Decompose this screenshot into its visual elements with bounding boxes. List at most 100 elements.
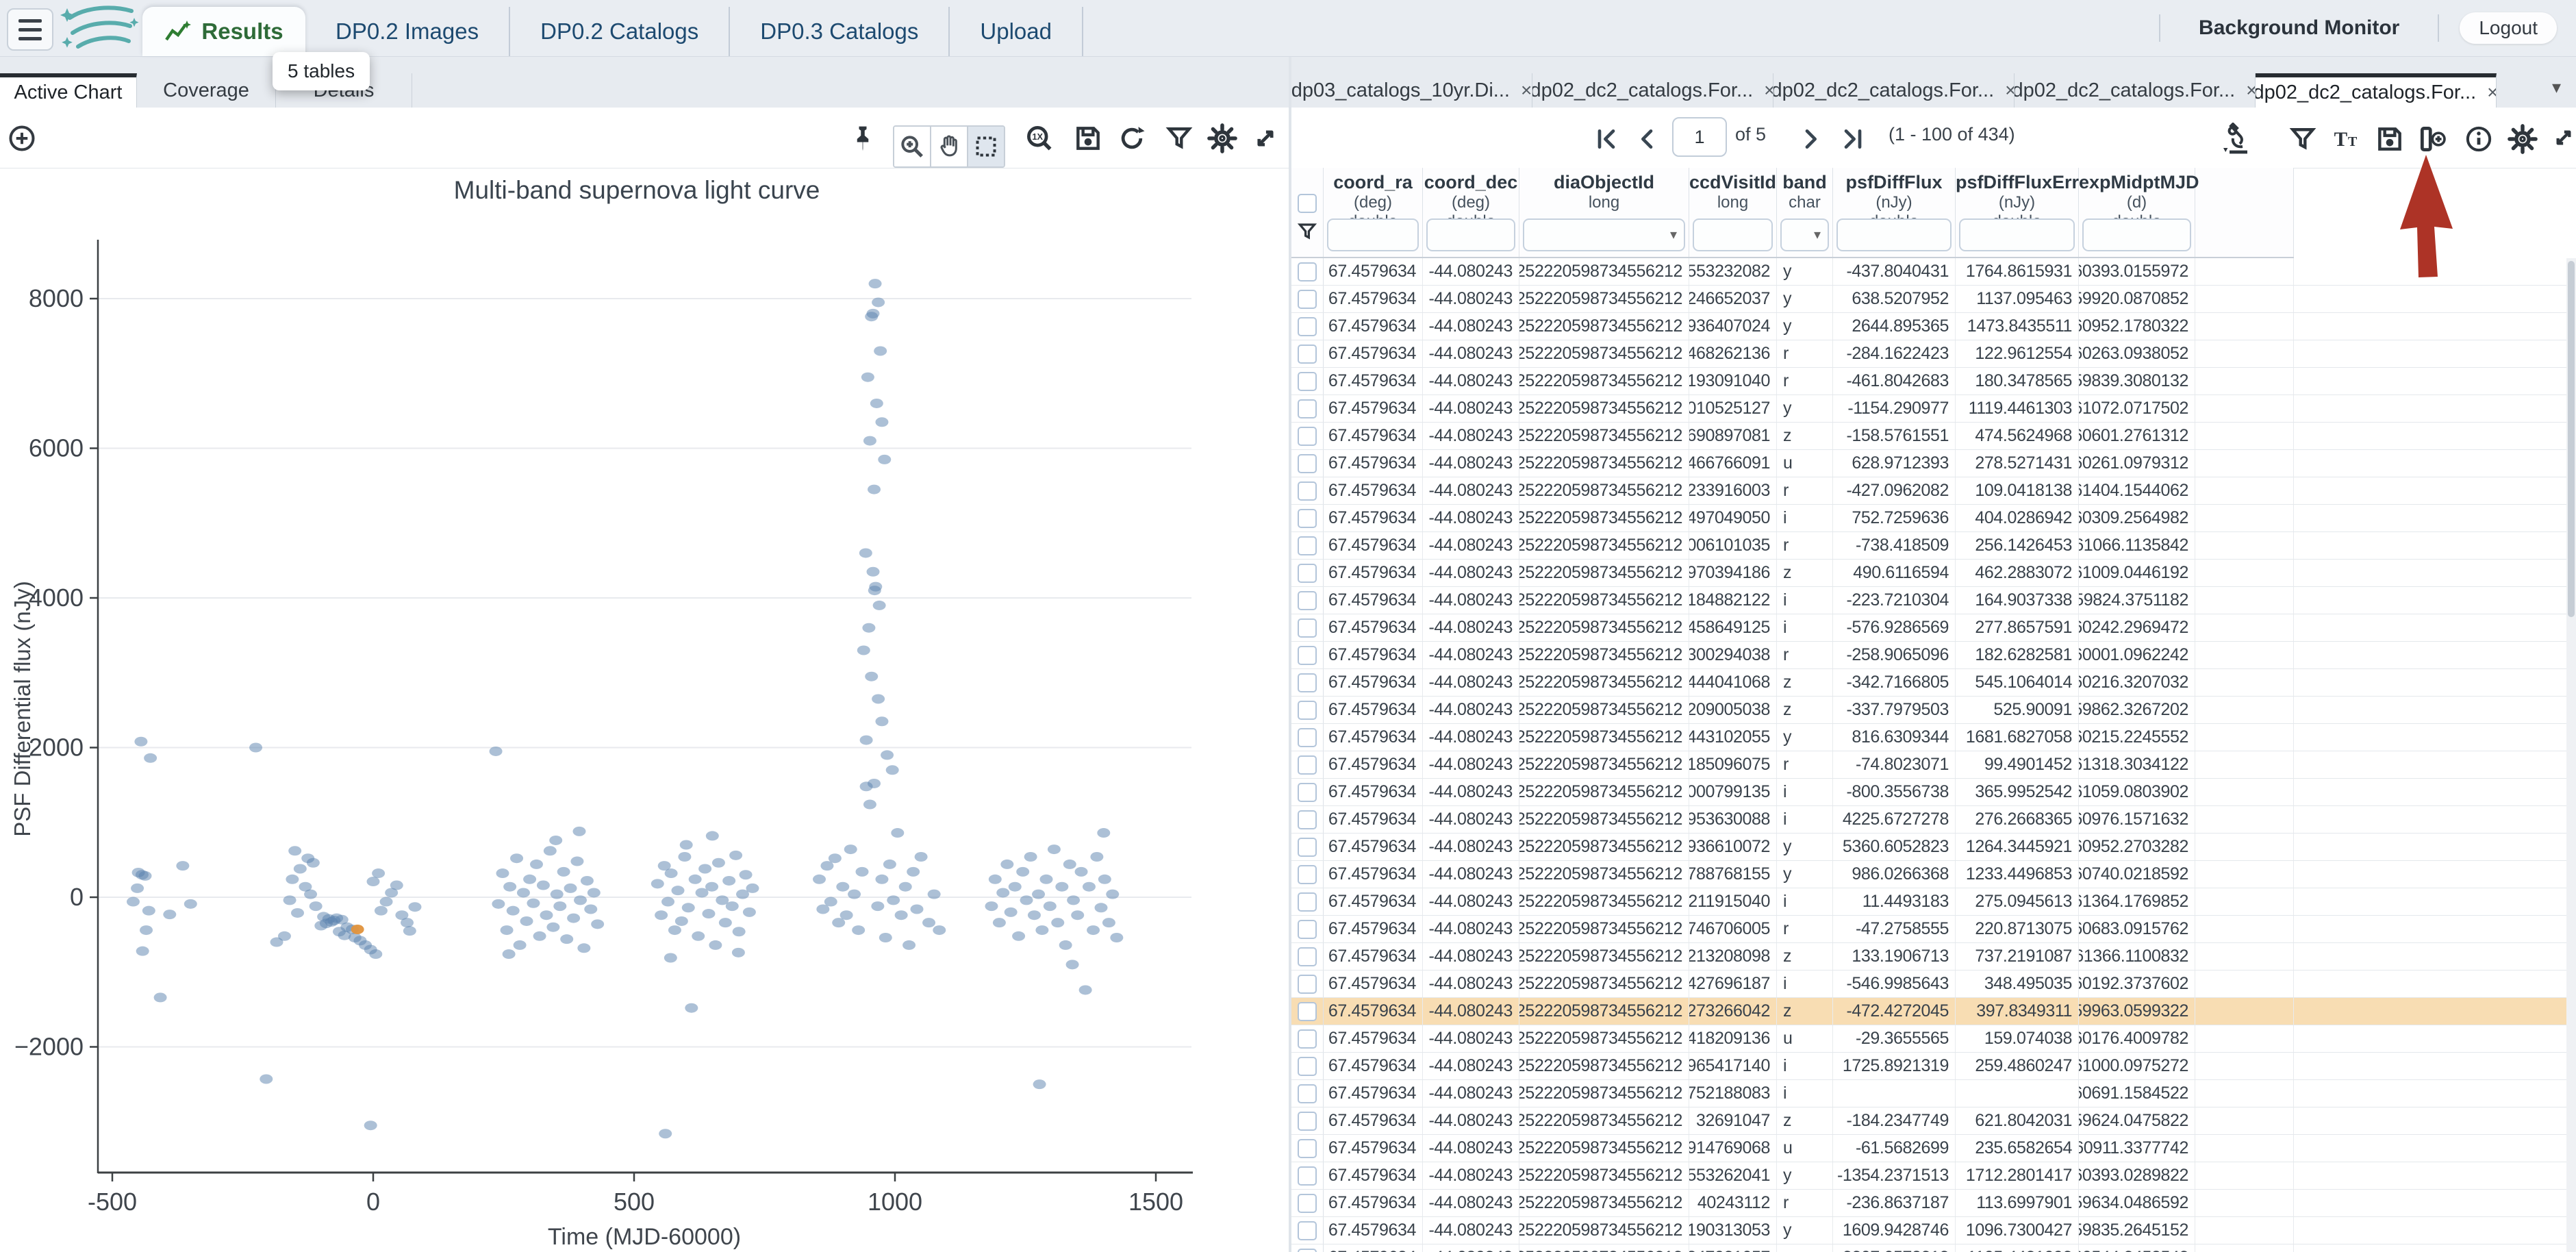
row-checkbox[interactable]: [1298, 481, 1317, 501]
table-scrollbar-thumb[interactable]: [2568, 261, 2575, 617]
data-point[interactable]: [1020, 895, 1033, 905]
table-row[interactable]: 67.4579634-44.08024312522205987345562129…: [1291, 834, 2566, 861]
data-point[interactable]: [372, 868, 385, 878]
data-point[interactable]: [675, 916, 688, 926]
data-point[interactable]: [1094, 903, 1107, 912]
expand-chart-icon[interactable]: [1250, 123, 1280, 153]
data-point[interactable]: [1071, 910, 1084, 920]
data-point[interactable]: [260, 1074, 273, 1084]
table-row[interactable]: 67.4579634-44.08024312522205987345562121…: [1291, 587, 2566, 614]
table-row[interactable]: 67.4579634-44.08024312522205987345562129…: [1291, 806, 2566, 834]
data-point[interactable]: [743, 907, 756, 917]
row-checkbox[interactable]: [1298, 1166, 1317, 1186]
row-checkbox[interactable]: [1298, 1249, 1317, 1252]
data-point[interactable]: [1000, 860, 1013, 869]
data-point[interactable]: [899, 882, 912, 892]
row-checkbox[interactable]: [1298, 755, 1317, 775]
row-checkbox[interactable]: [1298, 838, 1317, 857]
data-point[interactable]: [680, 840, 693, 850]
data-products-microscope-icon[interactable]: [2223, 123, 2258, 155]
row-checkbox[interactable]: [1298, 947, 1317, 966]
data-point[interactable]: [874, 346, 887, 355]
data-point[interactable]: [661, 897, 674, 907]
table-row[interactable]: 67.4579634-44.08024312522205987345562124…: [1291, 340, 2566, 368]
table-row[interactable]: 67.4579634-44.08024312522205987345562129…: [1291, 1053, 2566, 1080]
table-tab-4[interactable]: dp02_dc2_catalogs.For...×: [2015, 73, 2256, 108]
data-point[interactable]: [390, 881, 403, 890]
column-header-ccdvisitid[interactable]: ccdVisitIdlong: [1689, 168, 1777, 257]
data-point[interactable]: [1032, 890, 1045, 899]
data-point[interactable]: [540, 910, 553, 920]
nav-tab-upload[interactable]: Upload: [950, 7, 1083, 56]
data-point[interactable]: [503, 949, 516, 959]
table-row[interactable]: 67.4579634-44.08024312522205987345562121…: [1291, 943, 2566, 971]
data-point[interactable]: [672, 886, 685, 895]
table-row[interactable]: 67.4579634-44.08024312522205987345562129…: [1291, 313, 2566, 340]
column-filter-input[interactable]: [1693, 218, 1773, 251]
data-point[interactable]: [286, 875, 299, 884]
data-point[interactable]: [863, 800, 876, 810]
row-checkbox[interactable]: [1298, 536, 1317, 555]
data-point[interactable]: [1098, 875, 1111, 884]
data-point[interactable]: [719, 918, 732, 927]
data-point[interactable]: [733, 927, 746, 936]
data-point[interactable]: [861, 373, 874, 382]
table-scrollbar[interactable]: [2566, 258, 2576, 1252]
row-checkbox[interactable]: [1298, 1112, 1317, 1131]
data-point[interactable]: [588, 888, 601, 897]
close-tab-icon[interactable]: ×: [2005, 79, 2015, 101]
table-row[interactable]: 67.4579634-44.08024312522205987345562129…: [1291, 1135, 2566, 1162]
data-point[interactable]: [706, 831, 719, 840]
table-row[interactable]: 67.4579634-44.08024312522205987345562124…: [1291, 669, 2566, 697]
restore-chart-icon[interactable]: [1117, 123, 1147, 153]
column-header-coord-ra[interactable]: coord_ra(deg)double: [1324, 168, 1423, 257]
data-point[interactable]: [1039, 875, 1052, 884]
data-point[interactable]: [860, 736, 873, 745]
data-point[interactable]: [886, 765, 899, 775]
data-point[interactable]: [1009, 882, 1022, 892]
data-point[interactable]: [993, 918, 1006, 927]
data-point[interactable]: [127, 897, 140, 907]
row-checkbox[interactable]: [1298, 701, 1317, 720]
row-checkbox[interactable]: [1298, 345, 1317, 364]
table-row[interactable]: 67.4579634-44.08024312522205987345562123…: [1291, 1107, 2566, 1135]
data-point[interactable]: [678, 852, 691, 862]
data-point[interactable]: [270, 938, 283, 947]
first-page-icon[interactable]: [1593, 125, 1620, 153]
data-point[interactable]: [314, 921, 327, 931]
data-point[interactable]: [544, 846, 557, 855]
highlighted-data-point[interactable]: [351, 925, 364, 934]
data-point[interactable]: [401, 918, 414, 927]
data-point[interactable]: [840, 910, 853, 920]
data-point[interactable]: [848, 890, 861, 899]
data-point[interactable]: [523, 875, 536, 884]
close-tab-icon[interactable]: ×: [1764, 79, 1773, 101]
column-header-psfdifffluxerr[interactable]: psfDiffFluxErr(nJy)double: [1956, 168, 2079, 257]
data-point[interactable]: [895, 910, 908, 920]
table-tab-2[interactable]: dp02_dc2_catalogs.For...×: [1532, 73, 1773, 108]
data-point[interactable]: [496, 868, 509, 878]
data-point[interactable]: [685, 1003, 698, 1013]
data-point[interactable]: [140, 925, 153, 935]
nav-tab-dp0-3-catalogs[interactable]: DP0.3 Catalogs: [730, 7, 950, 56]
row-checkbox[interactable]: [1298, 783, 1317, 802]
table-row[interactable]: 67.4579634-44.08024312522205987345562121…: [1291, 477, 2566, 505]
data-point[interactable]: [403, 926, 416, 936]
data-point[interactable]: [907, 867, 920, 877]
column-filter-input[interactable]: [2082, 218, 2191, 251]
data-point[interactable]: [813, 875, 826, 884]
data-point[interactable]: [1075, 867, 1088, 877]
data-point[interactable]: [883, 860, 896, 869]
chart-tab-coverage[interactable]: Coverage: [137, 73, 276, 108]
data-point[interactable]: [142, 906, 155, 916]
close-tab-icon[interactable]: ×: [2487, 82, 2497, 103]
data-point[interactable]: [163, 910, 176, 919]
data-point[interactable]: [520, 916, 533, 926]
table-row[interactable]: 67.4579634-44.08024312522205987345562122…: [1291, 697, 2566, 724]
data-point[interactable]: [659, 1129, 672, 1138]
data-point[interactable]: [668, 925, 681, 935]
data-point[interactable]: [705, 882, 718, 892]
table-row[interactable]: 67.4579634-44.08024312522205987345562122…: [1291, 286, 2566, 313]
data-point[interactable]: [1016, 867, 1029, 877]
data-point[interactable]: [732, 948, 745, 957]
